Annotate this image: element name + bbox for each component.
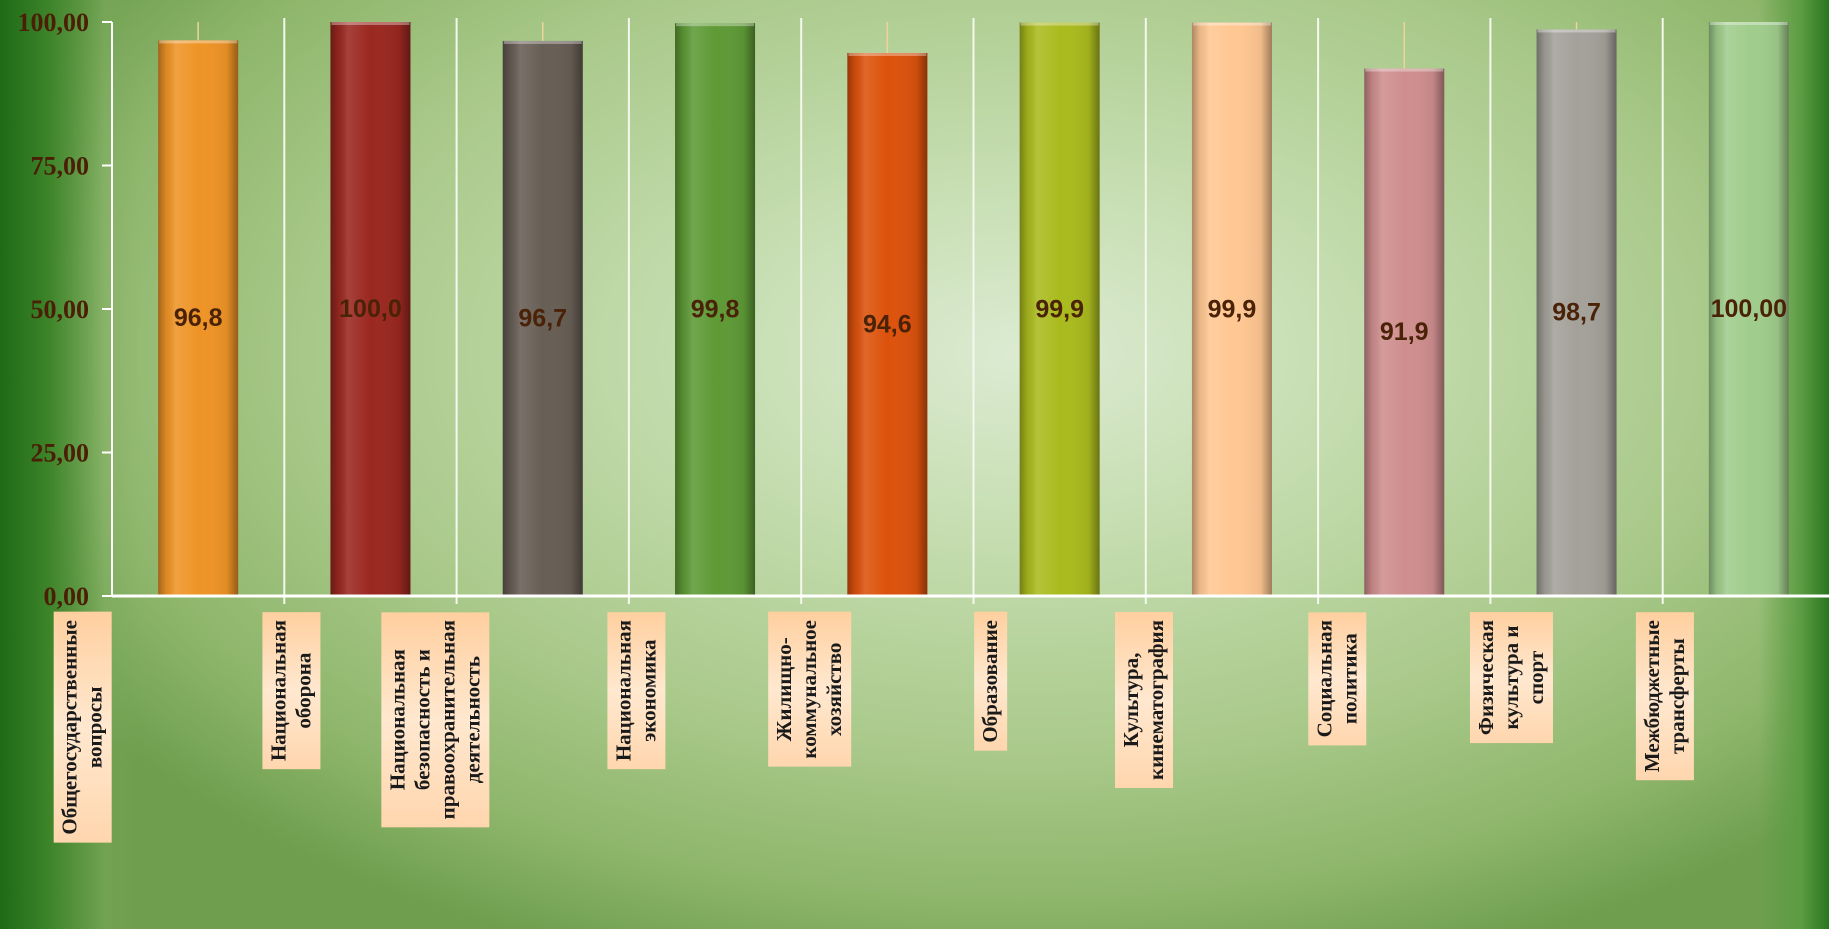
category-label-text: Общегосударственные вопросы bbox=[53, 612, 112, 843]
bar-top-highlight bbox=[159, 40, 238, 44]
bar-top-highlight bbox=[1365, 68, 1444, 72]
data-label: 94,6 bbox=[863, 310, 912, 338]
data-label: 100,0 bbox=[339, 295, 402, 323]
data-label: 99,8 bbox=[691, 296, 740, 324]
category-label-text: Межбюджетные трансферты bbox=[1635, 612, 1694, 781]
bar-shading bbox=[1191, 22, 1272, 597]
bar-top-highlight bbox=[331, 22, 410, 25]
data-label: 96,7 bbox=[518, 304, 567, 332]
bar-top-highlight bbox=[1192, 22, 1271, 26]
data-label: 91,9 bbox=[1380, 318, 1429, 346]
data-label: 96,8 bbox=[174, 304, 223, 332]
category-label-text: Культура, кинематография bbox=[1114, 612, 1173, 788]
bar-shading bbox=[330, 22, 411, 596]
category-label-text: Образование bbox=[973, 612, 1007, 751]
category-label-text: Национальная экономика bbox=[607, 612, 666, 770]
y-tick-label: 100,00 bbox=[18, 8, 90, 37]
bar-top-highlight bbox=[848, 52, 927, 56]
bar-shading bbox=[847, 52, 928, 597]
category-label-text: Физическая культура и спорт bbox=[1469, 612, 1553, 744]
bar-shading bbox=[1019, 22, 1100, 597]
category-label-text: Жилищно-коммунальное хозяйство bbox=[768, 612, 852, 767]
category-label-text: Национальная безопасность и правоохранит… bbox=[381, 612, 490, 828]
y-tick-label: 0,00 bbox=[44, 582, 90, 611]
bar-top-highlight bbox=[503, 40, 582, 44]
bar-shading bbox=[675, 23, 756, 596]
category-label-text: Национальная оборона bbox=[262, 612, 321, 770]
bar-shading bbox=[1536, 29, 1617, 597]
bar-top-highlight bbox=[676, 23, 755, 27]
data-label: 99,9 bbox=[1208, 295, 1257, 323]
bar-shading bbox=[502, 40, 583, 596]
bar-top-highlight bbox=[1020, 22, 1099, 26]
bar-shading bbox=[158, 40, 239, 597]
data-label: 100,00 bbox=[1711, 295, 1787, 323]
y-tick-label: 50,00 bbox=[31, 295, 90, 324]
bar-top-highlight bbox=[1537, 29, 1616, 33]
y-tick-label: 25,00 bbox=[31, 439, 90, 468]
bar-top-highlight bbox=[1709, 22, 1788, 25]
category-label-text: Социальная политика bbox=[1308, 612, 1367, 746]
bar-shading bbox=[1364, 68, 1445, 596]
y-tick-label: 75,00 bbox=[31, 152, 90, 181]
data-label: 98,7 bbox=[1552, 299, 1601, 327]
data-label: 99,9 bbox=[1035, 295, 1084, 323]
bar-shading bbox=[1708, 22, 1789, 596]
